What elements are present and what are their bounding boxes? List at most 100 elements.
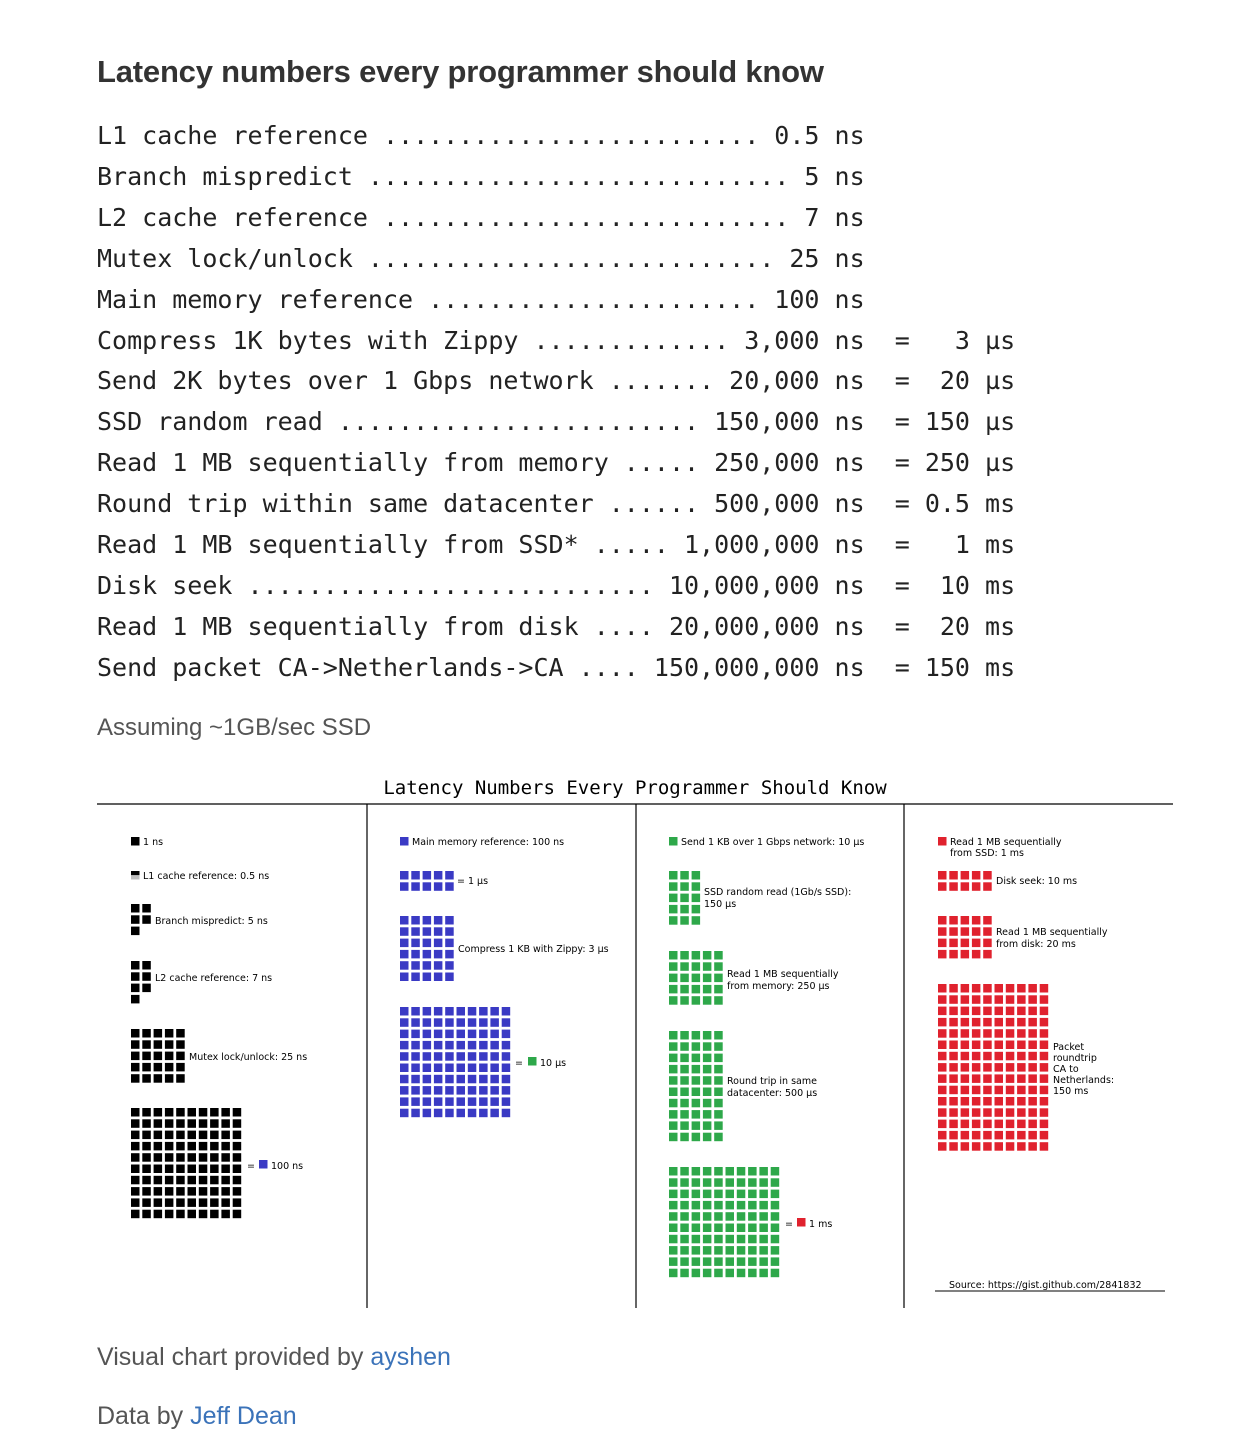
- col4-seek-label: Disk seek: 10 ms: [996, 876, 1077, 887]
- datacenter-roundtrip-square: [680, 1076, 689, 1085]
- datacenter-roundtrip-square: [702, 1132, 712, 1142]
- col3-mem-label-2: from memory: 250 µs: [727, 981, 830, 992]
- datacenter-roundtrip-square: [691, 1098, 701, 1108]
- ns-hundred-square: [153, 1130, 163, 1140]
- datacenter-roundtrip-square: [680, 1087, 689, 1096]
- packet-roundtrip-square: [994, 1040, 1003, 1049]
- data-credit: Data by Jeff Dean: [97, 1402, 297, 1431]
- one-ms-square: [748, 1223, 757, 1232]
- one-ms-square: [702, 1268, 712, 1278]
- ayshen-link[interactable]: ayshen: [370, 1343, 451, 1371]
- disk-seek-square: [960, 882, 970, 891]
- packet-roundtrip-square: [949, 1097, 958, 1106]
- ten-us-square: [490, 1052, 499, 1061]
- ns-hundred-square: [232, 1164, 242, 1173]
- packet-roundtrip-square: [1005, 1017, 1015, 1027]
- one-ms-square: [669, 1212, 678, 1221]
- ten-us-square: [422, 1097, 432, 1106]
- ssd-random-read-square: [680, 893, 689, 903]
- packet-roundtrip-square: [938, 1017, 947, 1027]
- disk-seek-square: [971, 871, 981, 880]
- zippy-square: [422, 927, 432, 936]
- ns-hundred-square: [221, 1153, 230, 1162]
- ten-us-square: [422, 1007, 432, 1016]
- one-ms-square: [736, 1223, 746, 1232]
- packet-roundtrip-square: [1028, 1097, 1037, 1106]
- ns-hundred-square: [221, 1187, 230, 1196]
- zippy-square: [433, 972, 443, 981]
- col3-equiv-label: 1 ms: [809, 1219, 832, 1230]
- packet-roundtrip-square: [971, 1063, 981, 1072]
- disk-seq-square: [960, 916, 970, 925]
- col2-zippy-label: Compress 1 KB with Zippy: 3 µs: [458, 944, 609, 955]
- memory-seq-square: [714, 996, 723, 1005]
- ns-hundred-square: [187, 1187, 196, 1196]
- packet-roundtrip-square: [1039, 1142, 1049, 1151]
- jeff-dean-link[interactable]: Jeff Dean: [190, 1402, 297, 1430]
- packet-roundtrip-square: [1017, 1029, 1026, 1038]
- ten-us-square: [422, 1108, 432, 1118]
- memory-seq-square: [691, 996, 701, 1005]
- zippy-square: [411, 972, 420, 981]
- packet-roundtrip-square: [1039, 1097, 1049, 1106]
- disk-seq-square: [960, 927, 970, 936]
- one-ms-square: [770, 1223, 780, 1232]
- latency-line-zippy: Compress 1K bytes with Zippy ...........…: [97, 325, 1016, 355]
- packet-roundtrip-square: [1028, 1130, 1037, 1140]
- ten-us-square: [400, 1052, 409, 1061]
- ten-us-square: [411, 1086, 420, 1095]
- packet-roundtrip-square: [1039, 1017, 1049, 1027]
- ns-hundred-square: [176, 1153, 185, 1162]
- ten-us-square: [445, 1029, 454, 1039]
- ssd-footnote: Assuming ~1GB/sec SSD: [97, 714, 372, 741]
- packet-roundtrip-square: [1028, 1040, 1037, 1049]
- mutex-square: [142, 1062, 151, 1072]
- col1-equiv-label: 100 ns: [271, 1161, 303, 1172]
- disk-seq-square: [971, 916, 981, 925]
- one-ms-square: [714, 1234, 723, 1244]
- packet-roundtrip-square: [938, 1029, 947, 1038]
- packet-roundtrip-square: [994, 1006, 1003, 1016]
- packet-roundtrip-square: [994, 1085, 1003, 1095]
- ns-hundred-square: [131, 1141, 140, 1151]
- ns-hundred-square: [232, 1198, 242, 1207]
- packet-roundtrip-square: [949, 1017, 958, 1027]
- datacenter-roundtrip-square: [702, 1042, 712, 1051]
- datacenter-roundtrip-square: [691, 1042, 701, 1051]
- ns-hundred-square: [164, 1187, 174, 1196]
- memory-seq-square: [691, 973, 701, 983]
- ten-us-square: [479, 1018, 488, 1027]
- packet-roundtrip-square: [1005, 1006, 1015, 1016]
- packet-roundtrip-square: [983, 1040, 992, 1049]
- datacenter-roundtrip-square: [669, 1053, 678, 1063]
- packet-roundtrip-square: [1039, 1051, 1049, 1061]
- memory-seq-square: [669, 962, 678, 971]
- one-ms-square: [691, 1223, 701, 1232]
- ns-hundred-square: [176, 1164, 185, 1173]
- packet-roundtrip-square: [960, 1108, 970, 1117]
- ten-us-square: [433, 1007, 443, 1016]
- l2-cache-square: [142, 972, 151, 981]
- ns-hundred-square: [232, 1187, 242, 1196]
- one-ms-square: [736, 1200, 746, 1210]
- packet-roundtrip-square: [960, 995, 970, 1004]
- ten-us-square: [433, 1063, 443, 1072]
- packet-roundtrip-square: [1039, 1130, 1049, 1140]
- memory-seq-square: [714, 951, 723, 960]
- ten-us-square: [456, 1108, 465, 1118]
- packet-roundtrip-square: [983, 1006, 992, 1016]
- memory-seq-square: [669, 973, 678, 983]
- one-ms-square: [748, 1234, 757, 1244]
- one-ms-square: [702, 1167, 712, 1176]
- packet-roundtrip-square: [1028, 1051, 1037, 1061]
- packet-roundtrip-square: [1028, 1029, 1037, 1038]
- packet-roundtrip-square: [938, 1063, 947, 1072]
- ns-hundred-square: [142, 1198, 151, 1207]
- one-ms-square: [736, 1189, 746, 1199]
- zippy-square: [411, 949, 420, 959]
- one-ms-square: [748, 1178, 757, 1187]
- ssd-random-read-square: [680, 882, 689, 891]
- one-ms-square: [736, 1234, 746, 1244]
- packet-roundtrip-square: [1017, 1130, 1026, 1140]
- packet-roundtrip-square: [938, 1006, 947, 1016]
